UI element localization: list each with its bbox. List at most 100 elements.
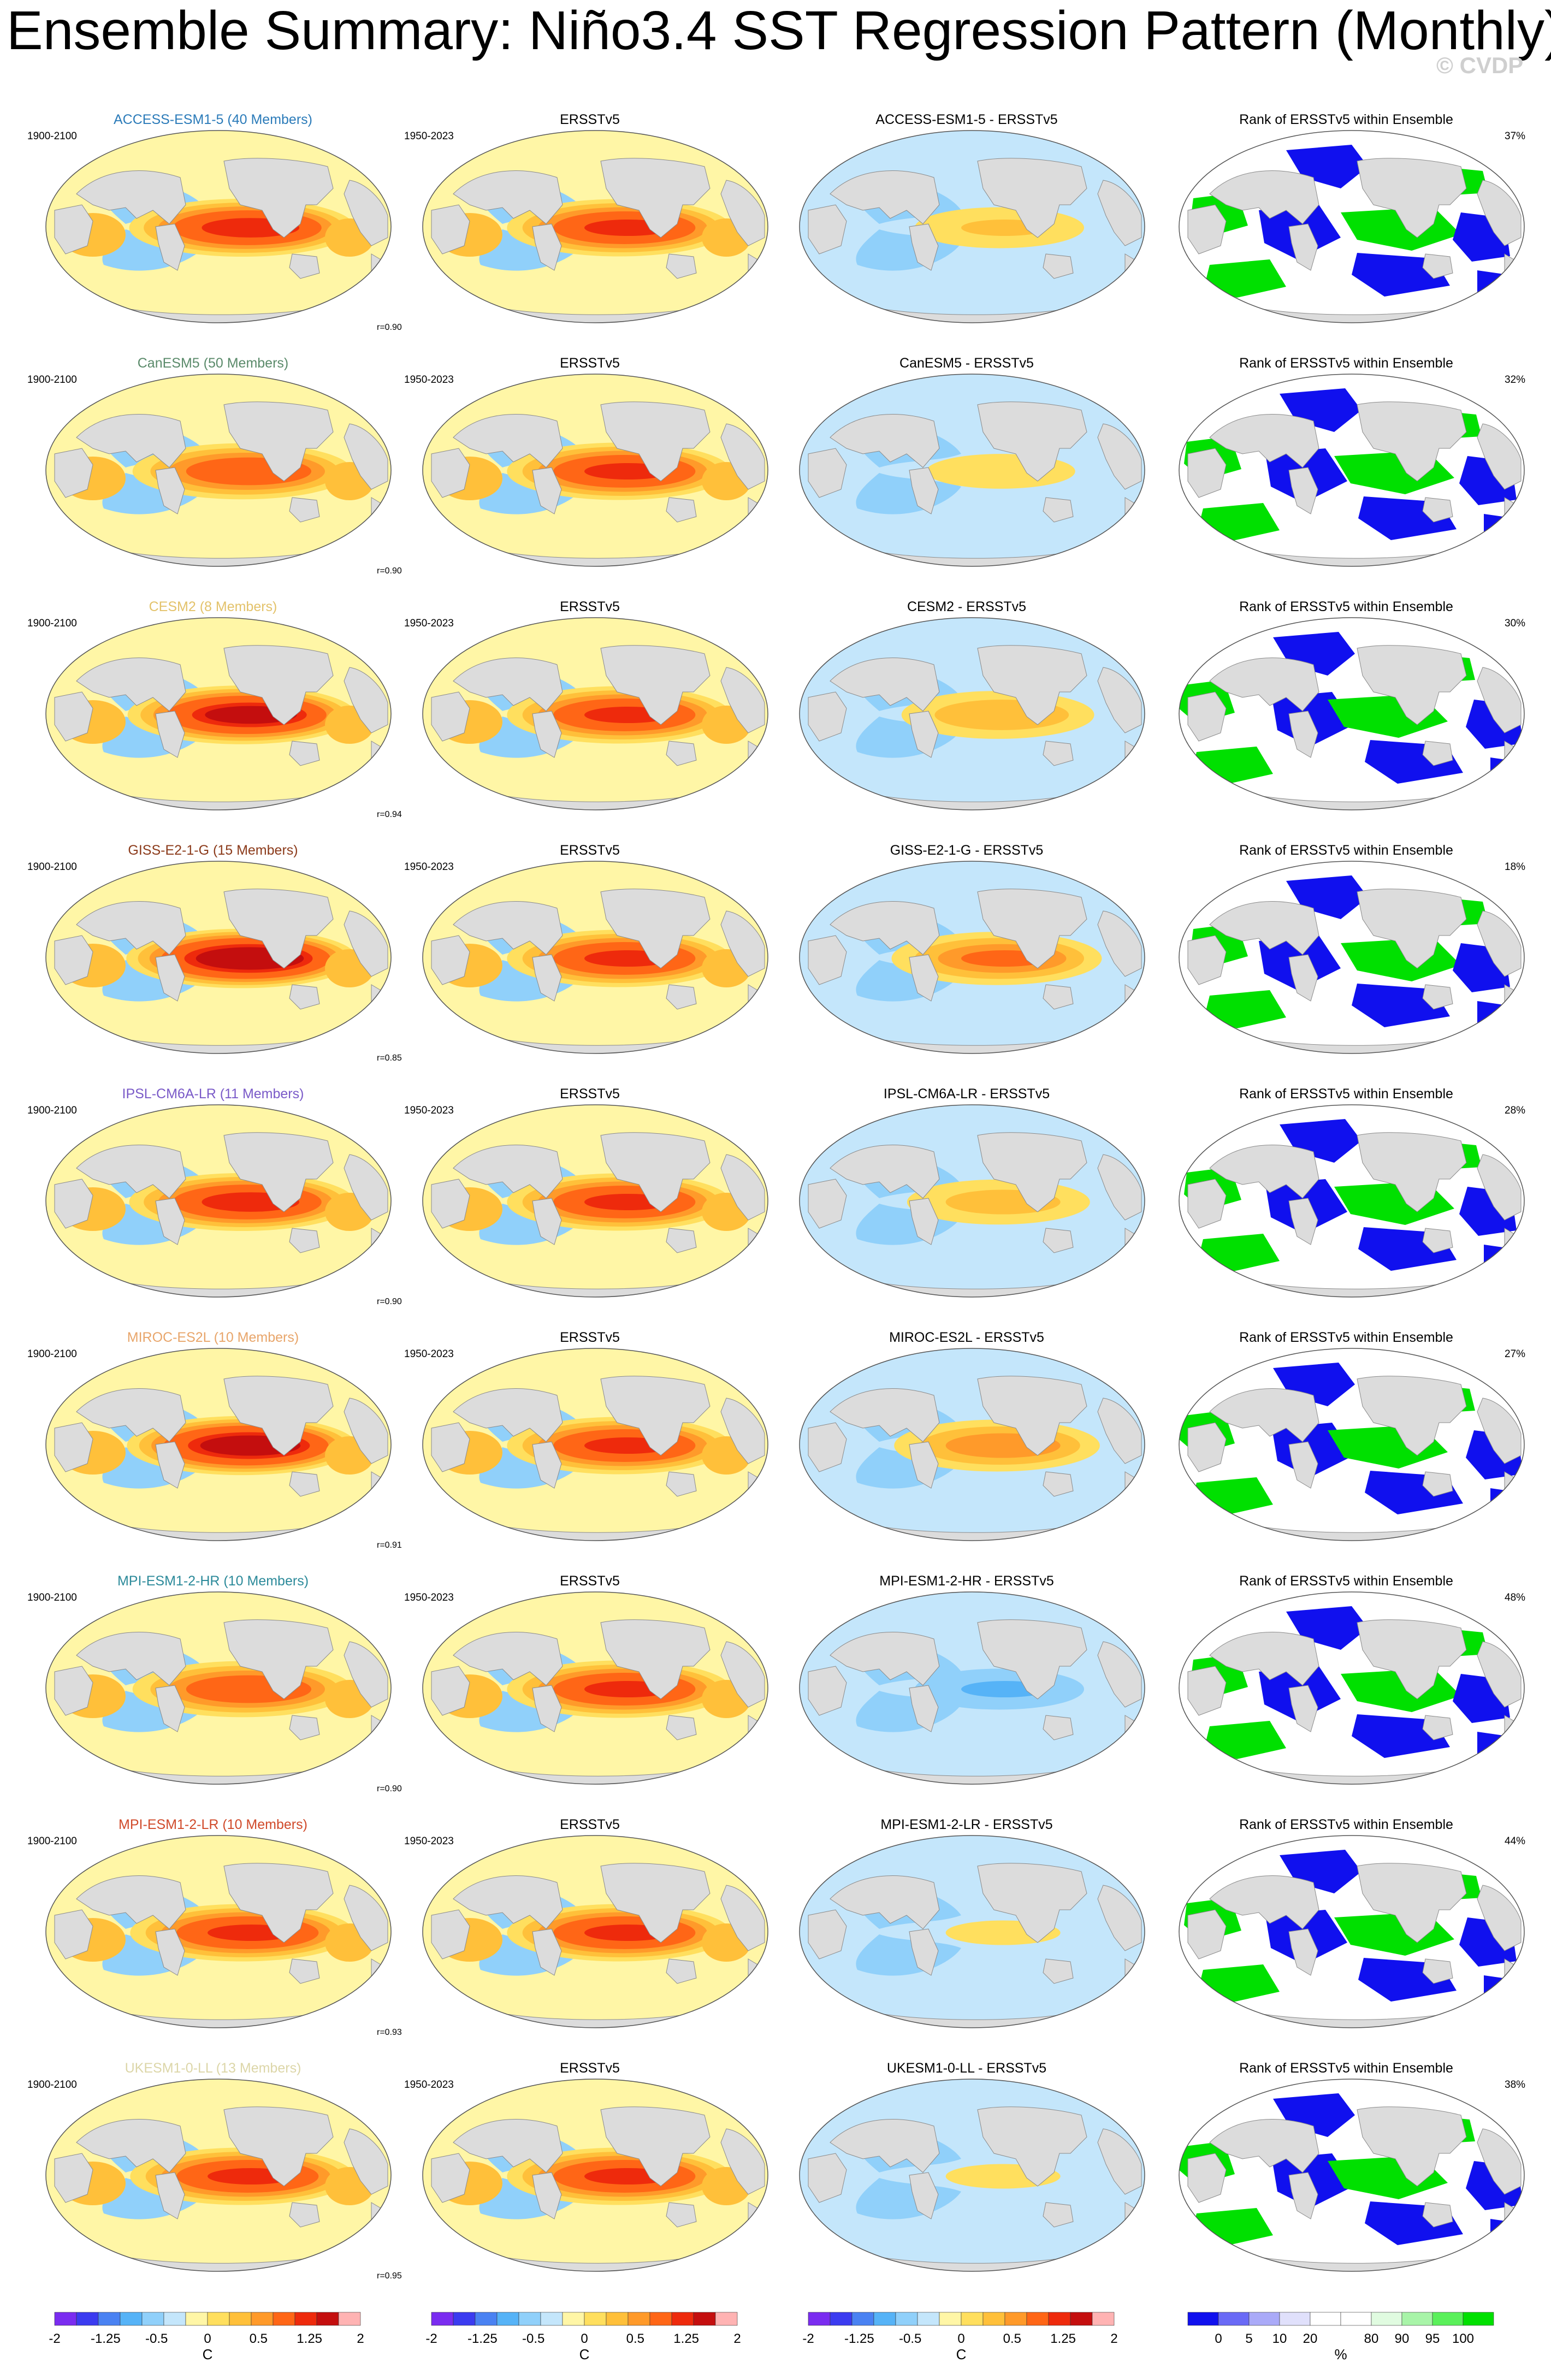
map-diff xyxy=(799,1104,1145,1298)
panel-period: 1950-2023 xyxy=(404,374,454,386)
watermark: © CVDP xyxy=(1436,52,1524,78)
rank-region xyxy=(1477,1001,1516,1028)
panel-rank: Rank of ERSSTv5 within Ensemble 30% xyxy=(1155,599,1537,842)
map-obs xyxy=(422,374,768,567)
panel-period: 1950-2023 xyxy=(404,1105,454,1116)
map-border xyxy=(1179,374,1525,567)
colorbar-diff: -2 -1.25 -0.5 0 0.5 1.25 2 C xyxy=(44,2310,371,2365)
rank-region xyxy=(1204,990,1286,1028)
panel-diff: CanESM5 - ERSSTv5 xyxy=(776,356,1158,599)
diff-cbar-swatch xyxy=(229,2312,252,2326)
panel-title: Rank of ERSSTv5 within Ensemble xyxy=(1239,1330,1453,1345)
map-border xyxy=(799,1835,1145,2028)
map-rank xyxy=(1179,1348,1525,1541)
diff-cbar-swatch xyxy=(251,2312,274,2326)
map-model xyxy=(45,1104,392,1298)
map-border xyxy=(1179,1348,1525,1541)
panel-model: UKESM1-0-LL (13 Members) 1900-2100 r=0.95 xyxy=(22,2061,404,2304)
panel-period: 1900-2100 xyxy=(27,1592,77,1603)
map-obs xyxy=(422,130,768,323)
obs-cbar-tick-label: 0.5 xyxy=(1003,2331,1021,2346)
panel-diff: MIROC-ES2L - ERSSTv5 xyxy=(776,1330,1158,1573)
map-rank xyxy=(1179,1104,1525,1298)
rank-swatch xyxy=(1310,2312,1341,2326)
diff-cbar-tick-label: 2 xyxy=(357,2331,364,2346)
map-border xyxy=(45,2079,392,2272)
rank-swatch xyxy=(1432,2312,1464,2326)
map-diff xyxy=(799,2079,1145,2272)
panel-diff: MPI-ESM1-2-LR - ERSSTv5 xyxy=(776,1817,1158,2060)
map-obs xyxy=(422,1104,768,1298)
rank-swatch xyxy=(1371,2312,1402,2326)
panel-title: Rank of ERSSTv5 within Ensemble xyxy=(1239,2061,1453,2076)
panel-period: 1900-2100 xyxy=(27,861,77,873)
panel-period: 1950-2023 xyxy=(404,861,454,873)
model-cbar-swatch xyxy=(431,2312,454,2326)
obs-cbar-tick-label: 1.25 xyxy=(1050,2331,1076,2346)
panel-diff: GISS-E2-1-G - ERSSTv5 xyxy=(776,843,1158,1086)
figure-title: Ensemble Summary: Niño3.4 SST Regression… xyxy=(7,0,1551,61)
map-obs xyxy=(422,617,768,810)
obs-cbar-swatch xyxy=(961,2312,984,2326)
colorbar-rank-unit: % xyxy=(1334,2346,1347,2363)
panel-obs: ERSSTv5 1950-2023 xyxy=(399,599,781,842)
map-model xyxy=(45,617,392,810)
diff-cbar-swatch xyxy=(54,2312,77,2326)
panel-diff: UKESM1-0-LL - ERSSTv5 xyxy=(776,2061,1158,2304)
pattern-correlation: r=0.90 xyxy=(377,1784,402,1793)
obs-cbar-swatch xyxy=(1004,2312,1027,2326)
colorbar-model-svg: -2 -1.25 -0.5 0 0.5 1.25 2 xyxy=(425,2312,741,2346)
panel-title: Rank of ERSSTv5 within Ensemble xyxy=(1239,843,1453,858)
panel-period: 1900-2100 xyxy=(27,374,77,386)
colorbar-diff-unit: C xyxy=(202,2346,213,2363)
panel-rank: Rank of ERSSTv5 within Ensemble 28% xyxy=(1155,1086,1537,1329)
map-border xyxy=(799,1348,1145,1541)
panel-diff: IPSL-CM6A-LR - ERSSTv5 xyxy=(776,1086,1158,1329)
panel-obs: ERSSTv5 1950-2023 xyxy=(399,2061,781,2304)
pattern-correlation: r=0.93 xyxy=(377,2028,402,2037)
diff-cbar-swatch xyxy=(316,2312,339,2326)
rank-region xyxy=(1490,757,1524,785)
panel-title: ERSSTv5 xyxy=(560,112,620,127)
panel-diff: MPI-ESM1-2-HR - ERSSTv5 xyxy=(776,1573,1158,1816)
rank-swatch xyxy=(1340,2312,1372,2326)
obs-cbar-tick-label: 0 xyxy=(957,2331,964,2346)
obs-cbar-tick-label: -2 xyxy=(802,2331,814,2346)
diff-cbar-swatch xyxy=(98,2312,121,2326)
rank-swatch xyxy=(1401,2312,1433,2326)
panel-rank: Rank of ERSSTv5 within Ensemble 27% xyxy=(1155,1330,1537,1573)
model-cbar-swatch xyxy=(606,2312,629,2326)
model-cbar-tick-label: 0.5 xyxy=(626,2331,644,2346)
map-rank xyxy=(1179,130,1525,323)
rank-region xyxy=(1477,270,1516,298)
pattern-correlation: r=0.91 xyxy=(377,1541,402,1550)
diff-cbar-swatch xyxy=(76,2312,99,2326)
panel-model: CanESM5 (50 Members) 1900-2100 r=0.90 xyxy=(22,356,404,599)
model-cbar-tick-label: -1.25 xyxy=(467,2331,498,2346)
map-diff xyxy=(799,1348,1145,1541)
map-border xyxy=(1179,130,1525,323)
diff-cbar-tick-label: 1.25 xyxy=(297,2331,322,2346)
panel-title: CESM2 (8 Members) xyxy=(149,599,277,614)
panel-title: MPI-ESM1-2-HR - ERSSTv5 xyxy=(879,1573,1054,1589)
diff-cbar-swatch xyxy=(273,2312,295,2326)
panel-title: ERSSTv5 xyxy=(560,1086,620,1102)
diff-cbar-tick-label: 0.5 xyxy=(250,2331,268,2346)
panel-rank: Rank of ERSSTv5 within Ensemble 44% xyxy=(1155,1817,1537,2060)
panel-rank: Rank of ERSSTv5 within Ensemble 18% xyxy=(1155,843,1537,1086)
rank-percent: 18% xyxy=(1505,861,1526,873)
panel-period: 1900-2100 xyxy=(27,2079,77,2091)
colorbar-model: -2 -1.25 -0.5 0 0.5 1.25 2 C xyxy=(421,2310,748,2365)
model-cbar-swatch xyxy=(671,2312,694,2326)
rank-swatch xyxy=(1218,2312,1250,2326)
rank-percent: 44% xyxy=(1505,1836,1526,1847)
pattern-correlation: r=0.90 xyxy=(377,566,402,576)
panel-title: CanESM5 - ERSSTv5 xyxy=(899,356,1034,371)
rank-swatch xyxy=(1187,2312,1219,2326)
model-cbar-swatch xyxy=(584,2312,607,2326)
colorbar-model-unit: C xyxy=(579,2346,590,2363)
map-border xyxy=(422,374,768,567)
obs-cbar-swatch xyxy=(830,2312,853,2326)
panel-period: 1950-2023 xyxy=(404,2079,454,2091)
map-rank xyxy=(1179,2079,1525,2272)
